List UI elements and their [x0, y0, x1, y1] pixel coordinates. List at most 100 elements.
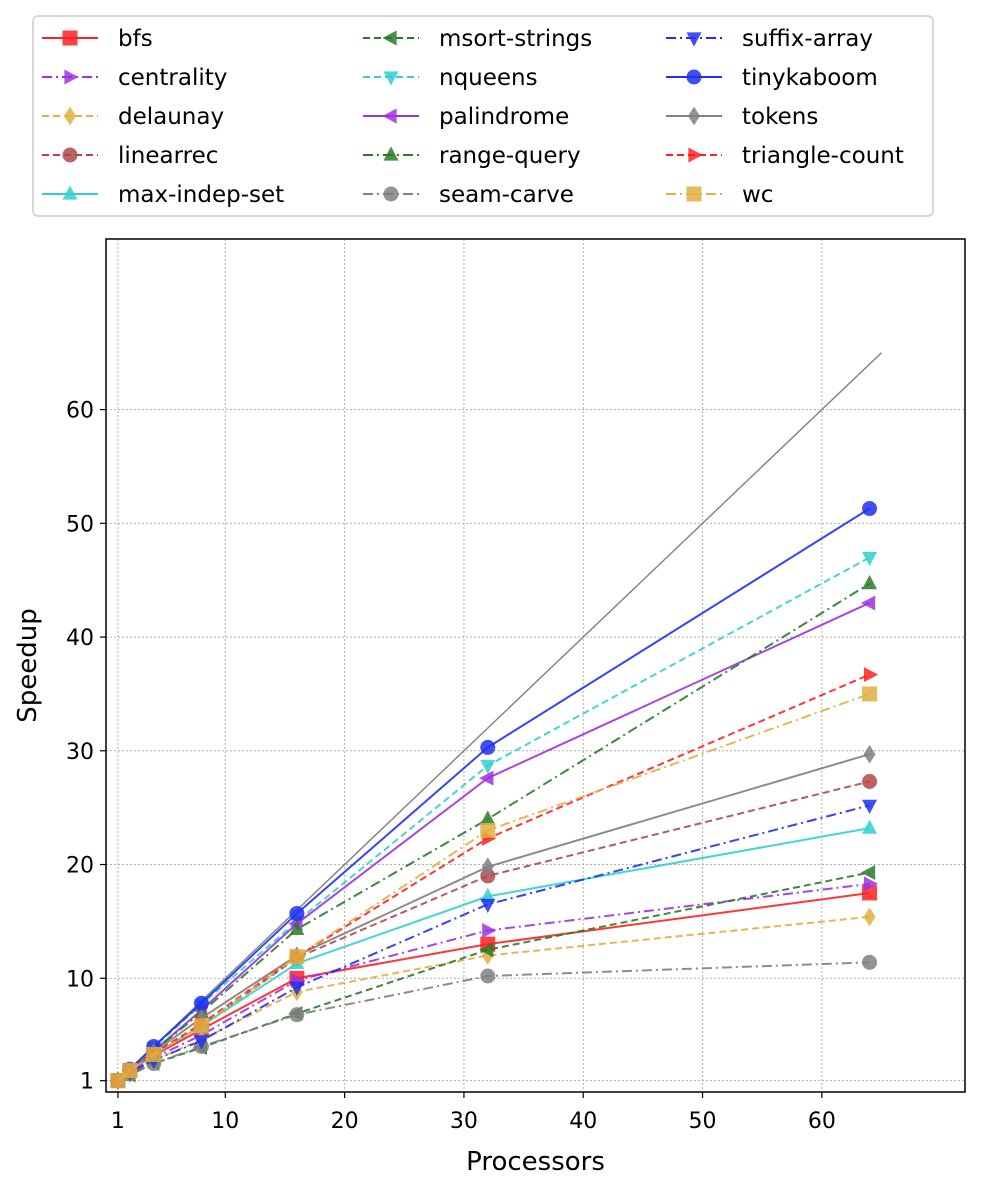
data-point [481, 857, 494, 877]
series-line [117, 692, 870, 1082]
data-point [862, 501, 878, 517]
legend-item-bfs: bfs [42, 26, 153, 52]
legend-marker [383, 186, 399, 202]
axis-ticks: 1 10 20 30 40 50 60 1 10 20 30 40 50 60 [66, 399, 836, 1134]
series-wc [110, 686, 878, 1089]
x-tick-label: 60 [808, 1109, 836, 1134]
data-point [479, 942, 494, 958]
y-tick-label: 20 [66, 854, 94, 879]
legend-item-wc: wc [666, 182, 773, 208]
legend-marker [688, 147, 703, 163]
series-palindrome [109, 595, 876, 1089]
legend-label: msort-strings [439, 26, 592, 52]
data-point [480, 739, 496, 755]
data-point [480, 759, 496, 775]
series-triangle-count [112, 667, 879, 1089]
legend-marker [686, 186, 702, 202]
y-axis-title: Speedup [13, 608, 43, 723]
data-point [146, 1046, 162, 1062]
legend-label: tokens [742, 104, 818, 130]
legend-label: linearrec [118, 143, 218, 169]
series-line [117, 602, 870, 1082]
legend-label: max-indep-set [118, 182, 284, 208]
legend-label: suffix-array [742, 26, 873, 52]
legend-label: wc [742, 182, 773, 208]
series-delaunay [111, 907, 876, 1091]
series-line [117, 882, 870, 1082]
legend-marker [382, 108, 397, 124]
data-point [289, 981, 305, 996]
data-point [480, 898, 496, 913]
legend-label: tinykaboom [742, 65, 878, 91]
y-tick-label: 40 [66, 626, 94, 651]
data-point [480, 822, 496, 838]
legend-marker [64, 106, 76, 126]
legend-marker [686, 32, 702, 47]
data-point [863, 667, 879, 683]
data-point [480, 968, 496, 984]
legend-item-linearrec: linearrec [42, 143, 218, 169]
legend-label: palindrome [439, 104, 569, 130]
x-tick-label: 30 [450, 1109, 478, 1134]
legend-item-nqueens: nqueens [363, 65, 538, 91]
legend-marker [383, 146, 399, 161]
legend-marker [382, 30, 397, 46]
data-point [863, 876, 879, 892]
data-point [862, 774, 878, 790]
legend-item-range-query: range-query [363, 143, 581, 169]
data-point [862, 799, 878, 815]
legend-item-max-indep-set: max-indep-set [42, 182, 284, 208]
legend-marker [62, 30, 78, 46]
legend-label: seam-carve [439, 182, 574, 208]
legend-marker [383, 71, 399, 86]
legend-label: delaunay [118, 104, 224, 130]
data-point [289, 920, 305, 935]
legend-item-delaunay: delaunay [42, 104, 224, 130]
legend-item-triangle-count: triangle-count [666, 143, 904, 169]
data-point [193, 1018, 209, 1034]
y-tick-label: 1 [80, 1070, 94, 1095]
legend-label: range-query [439, 143, 581, 169]
data-point [860, 595, 876, 611]
x-axis-title: Processors [466, 1147, 605, 1177]
data-point [863, 907, 876, 927]
data-point [110, 1073, 126, 1089]
legend-marker [64, 69, 79, 85]
data-point [862, 686, 878, 702]
x-tick-label: 20 [331, 1109, 359, 1134]
legend-marker [688, 106, 700, 126]
reference-line [117, 352, 882, 1082]
y-tick-label: 10 [66, 967, 94, 992]
data-point [193, 1035, 209, 1050]
data-point [289, 1007, 305, 1023]
data-point [482, 922, 497, 938]
data-point [479, 770, 494, 786]
legend: bfs centrality delaunay linearrec max-indep-… [32, 15, 934, 217]
data-point [862, 819, 878, 834]
legend-item-suffix-array: suffix-array [666, 26, 873, 52]
data-point [480, 887, 496, 903]
data-point [193, 995, 209, 1011]
legend-label: nqueens [439, 65, 538, 91]
series-line [117, 507, 871, 1082]
legend-label: triangle-count [742, 143, 904, 169]
data-point [289, 949, 305, 965]
x-tick-label: 50 [689, 1109, 717, 1134]
data-point [863, 744, 876, 764]
series-line [117, 753, 870, 1082]
x-tick-label: 40 [569, 1109, 597, 1134]
linear-speedup-reference [117, 352, 882, 1082]
x-tick-label: 1 [111, 1109, 125, 1134]
data-point [289, 905, 305, 921]
legend-marker [62, 147, 78, 163]
data-point [480, 810, 496, 825]
legend-item-seam-carve: seam-carve [363, 182, 574, 208]
legend-marker [686, 69, 702, 85]
plot-frame [105, 238, 966, 1093]
legend-item-msort-strings: msort-strings [363, 26, 592, 52]
legend-box [32, 15, 934, 217]
data-point [195, 1008, 208, 1028]
legend-label: centrality [118, 65, 227, 91]
legend-marker [62, 185, 78, 200]
